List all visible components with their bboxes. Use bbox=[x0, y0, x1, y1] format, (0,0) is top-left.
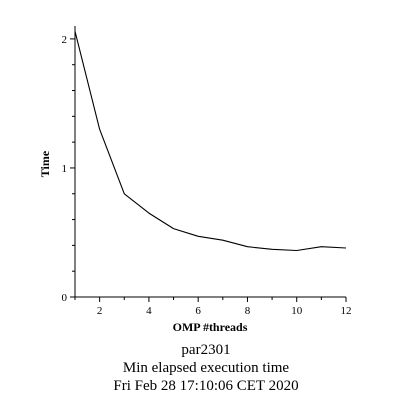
x-tick-label: 8 bbox=[245, 305, 251, 317]
y-axis: 0 1 2 bbox=[62, 26, 76, 304]
line-chart: 2 4 6 8 10 12 012 OMP #threads Time bbox=[38, 26, 352, 334]
x-tick-label: 6 bbox=[195, 305, 201, 317]
x-tick-label: 10 bbox=[291, 305, 303, 317]
x-axis-title: OMP #threads bbox=[173, 320, 248, 334]
caption-line-3: Fri Feb 28 17:10:06 CET 2020 bbox=[113, 378, 299, 394]
y-tick-label: 0 bbox=[62, 292, 68, 304]
x-tick-label: 2 bbox=[97, 305, 103, 317]
x-axis: 2 4 6 8 10 12 bbox=[74, 296, 352, 317]
x-tick-label: 12 bbox=[341, 305, 352, 317]
caption-line-2: Min elapsed execution time bbox=[122, 360, 290, 376]
x-tick-label: 4 bbox=[146, 305, 152, 317]
plot-series bbox=[74, 31, 347, 252]
y-axis-title: Time bbox=[38, 150, 52, 177]
series-line bbox=[74, 31, 347, 252]
y-tick-label: 2 bbox=[62, 34, 68, 46]
caption-line-1: par2301 bbox=[181, 342, 231, 358]
y-tick-label: 1 bbox=[62, 163, 68, 175]
